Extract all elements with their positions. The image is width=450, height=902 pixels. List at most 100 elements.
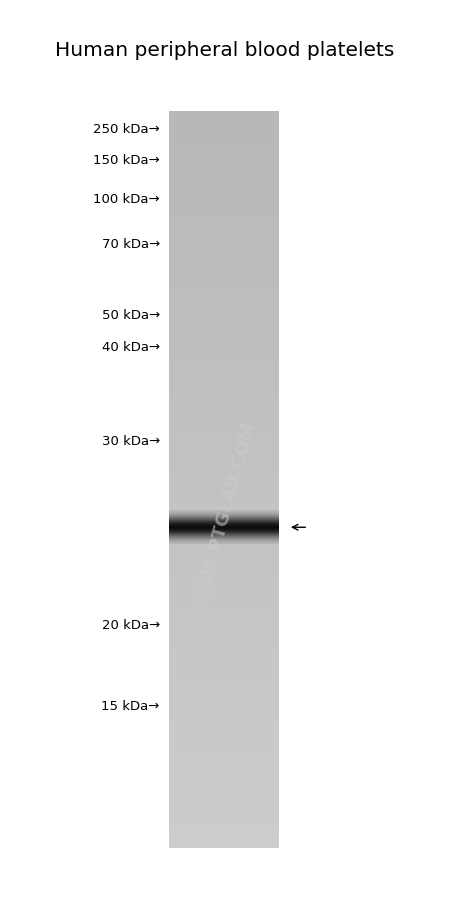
Bar: [169, 242, 279, 245]
Bar: [169, 540, 279, 544]
Bar: [169, 357, 279, 360]
Bar: [169, 166, 279, 169]
Bar: [169, 186, 279, 189]
Bar: [169, 156, 279, 160]
Bar: [169, 303, 279, 307]
Bar: [169, 533, 279, 537]
Bar: [169, 419, 279, 421]
Bar: [169, 168, 279, 171]
Bar: [169, 393, 279, 397]
Bar: [169, 563, 279, 566]
Bar: [169, 546, 279, 549]
Bar: [169, 445, 279, 448]
Bar: [169, 629, 279, 632]
Bar: [169, 548, 279, 551]
Bar: [169, 217, 279, 221]
Bar: [169, 359, 279, 363]
Bar: [169, 602, 279, 605]
Bar: [169, 205, 279, 208]
Bar: [169, 511, 279, 515]
Bar: [169, 556, 279, 558]
Bar: [169, 296, 279, 299]
Bar: [169, 401, 279, 404]
Bar: [169, 283, 279, 287]
Bar: [169, 800, 279, 804]
Bar: [169, 229, 279, 233]
Bar: [169, 450, 279, 454]
Bar: [169, 592, 279, 595]
Bar: [169, 714, 279, 718]
Bar: [169, 122, 279, 125]
Bar: [169, 704, 279, 708]
Bar: [169, 436, 279, 438]
Bar: [169, 482, 279, 485]
Bar: [169, 842, 279, 845]
Bar: [169, 778, 279, 782]
Bar: [169, 707, 279, 711]
Bar: [169, 776, 279, 779]
Bar: [169, 492, 279, 495]
Bar: [169, 313, 279, 316]
Bar: [169, 273, 279, 277]
Bar: [169, 499, 279, 502]
Bar: [169, 543, 279, 547]
Bar: [169, 805, 279, 809]
Bar: [169, 210, 279, 213]
Bar: [169, 396, 279, 400]
Bar: [169, 663, 279, 667]
Bar: [169, 413, 279, 417]
Bar: [169, 531, 279, 534]
Bar: [169, 734, 279, 738]
Bar: [169, 129, 279, 133]
Bar: [169, 249, 279, 253]
Bar: [169, 327, 279, 331]
Bar: [169, 521, 279, 524]
Bar: [169, 372, 279, 375]
Bar: [169, 690, 279, 694]
Bar: [169, 631, 279, 635]
Bar: [169, 447, 279, 451]
Bar: [169, 293, 279, 297]
Bar: [169, 609, 279, 612]
Bar: [169, 374, 279, 377]
Bar: [169, 379, 279, 382]
Bar: [169, 272, 279, 274]
Bar: [169, 727, 279, 731]
Bar: [169, 220, 279, 223]
Bar: [169, 345, 279, 348]
Bar: [169, 656, 279, 659]
Bar: [169, 732, 279, 735]
Bar: [169, 362, 279, 365]
Bar: [169, 188, 279, 191]
Bar: [169, 391, 279, 394]
Bar: [169, 550, 279, 554]
Bar: [169, 460, 279, 463]
Bar: [169, 276, 279, 280]
Bar: [169, 536, 279, 539]
Bar: [169, 193, 279, 196]
Bar: [169, 237, 279, 240]
Bar: [169, 453, 279, 456]
Bar: [169, 695, 279, 698]
Bar: [169, 783, 279, 787]
Bar: [169, 570, 279, 574]
Bar: [169, 410, 279, 414]
Bar: [169, 433, 279, 437]
Bar: [169, 803, 279, 806]
Bar: [169, 649, 279, 652]
Bar: [169, 651, 279, 654]
Bar: [169, 399, 279, 402]
Bar: [169, 644, 279, 647]
Bar: [169, 286, 279, 290]
Bar: [169, 587, 279, 591]
Bar: [169, 235, 279, 238]
Bar: [169, 730, 279, 732]
Bar: [169, 494, 279, 498]
Bar: [169, 639, 279, 642]
Bar: [169, 325, 279, 328]
Bar: [169, 161, 279, 164]
Bar: [169, 195, 279, 198]
Text: WWW.PTGLAB.COM: WWW.PTGLAB.COM: [189, 419, 258, 614]
Bar: [169, 506, 279, 510]
Bar: [169, 833, 279, 835]
